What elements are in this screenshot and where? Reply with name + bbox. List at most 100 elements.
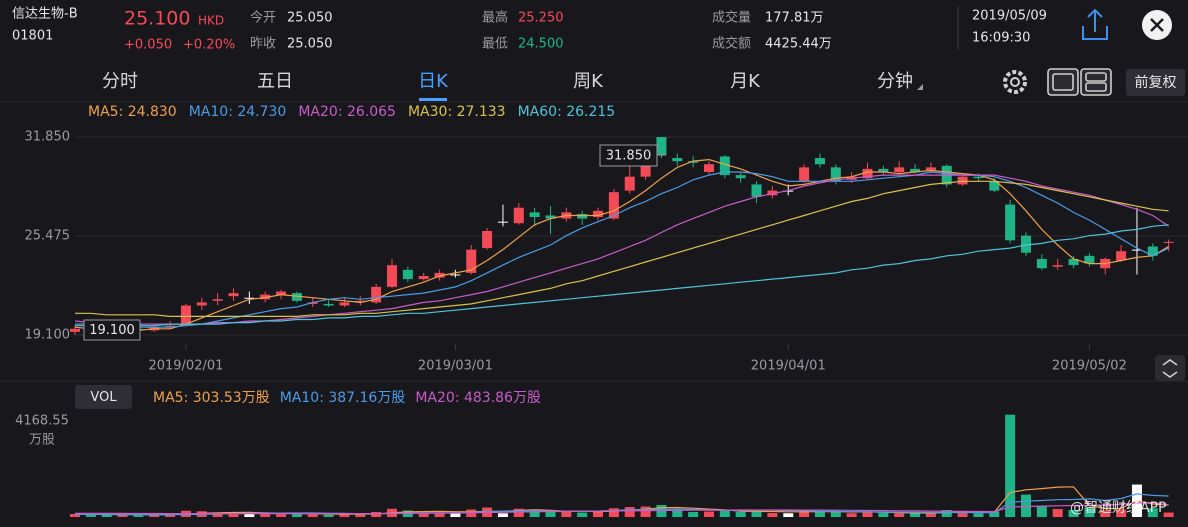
tab[interactable]: 月K [730, 71, 761, 92]
candle-body [276, 291, 287, 295]
candle-body [862, 168, 873, 179]
candle-body [624, 176, 635, 191]
candle-body [973, 176, 984, 179]
layout-single-frame[interactable] [1047, 68, 1079, 96]
volume-bar [1116, 509, 1127, 517]
candle-body [228, 293, 239, 297]
volume-bar [1163, 512, 1174, 517]
candle-body [704, 164, 714, 173]
candle-body [529, 212, 540, 218]
volume-bar [212, 512, 223, 517]
volume-bar [846, 513, 857, 517]
volume-bar [101, 514, 112, 517]
ma-line [75, 171, 1169, 328]
volume-bar [1084, 507, 1095, 517]
volume-bar [545, 511, 556, 517]
prev-close: 25.050 [287, 37, 333, 52]
volume-bar [418, 512, 429, 517]
candle-body [672, 158, 683, 162]
x-tick-label: 2019/05/02 [1052, 359, 1127, 374]
candle-body [1036, 258, 1047, 269]
volume-bar [593, 511, 604, 517]
candle-body [751, 184, 762, 197]
vol-title: VOL [90, 390, 117, 405]
candle-body [957, 176, 968, 185]
currency: HKD [198, 14, 224, 28]
ma-line [74, 158, 1169, 331]
adjust-label: 前复权 [1135, 74, 1177, 91]
candle-body [291, 293, 302, 301]
close-x [1150, 18, 1164, 32]
candle-body [735, 175, 746, 179]
candle-body [910, 168, 921, 173]
candle-body [814, 158, 825, 165]
volume-bar [561, 512, 572, 517]
candle-body [371, 286, 382, 303]
candle-body [196, 302, 207, 306]
volume-bar [862, 512, 873, 517]
candle-body [925, 167, 936, 171]
candle-body [1021, 235, 1031, 253]
volume-bar [672, 510, 683, 517]
y-tick-label: 25.475 [25, 229, 71, 244]
prev-close-label: 昨收 [250, 37, 276, 52]
expand-frame[interactable] [1155, 355, 1185, 381]
volume-bar [1147, 508, 1158, 517]
volume-bar [704, 511, 714, 517]
x-tick-label: 2019/02/01 [148, 359, 223, 374]
tab-dropdown [917, 84, 923, 90]
volume-bar [497, 513, 508, 517]
y-tick-label: 19.100 [25, 327, 71, 342]
volume-bar [830, 512, 841, 517]
high-label: 最高 [482, 10, 508, 26]
ma-line [75, 180, 1169, 317]
layout-double-frame[interactable] [1080, 68, 1112, 96]
candle-body [260, 294, 271, 300]
vol-badge [75, 385, 132, 409]
adjust-button[interactable] [1126, 69, 1185, 96]
close-button[interactable] [1142, 10, 1172, 40]
low-annotation-box [83, 319, 141, 341]
volume-bar [735, 512, 746, 517]
candle-body [767, 190, 778, 196]
vol-legend: MA10: 387.16万股 [280, 390, 406, 406]
volume-bar [640, 506, 651, 517]
layout-buttons[interactable] [1047, 68, 1112, 96]
change-pct: +0.20% [183, 38, 235, 53]
stock-name: 信达生物-B [12, 7, 78, 22]
tab-underline [419, 98, 447, 101]
candle-body [244, 297, 255, 299]
volume-bar [133, 515, 144, 517]
expand-chevrons [1162, 359, 1178, 378]
expand-button[interactable] [1155, 355, 1185, 381]
tab[interactable]: 分时 [102, 71, 138, 92]
volume-bar [276, 513, 287, 517]
volume-bar [1068, 510, 1079, 517]
open: 25.050 [287, 11, 333, 26]
ma-legend: MA10: 24.730 [189, 104, 287, 120]
gear-hub [1010, 77, 1020, 87]
x-tick-label: 2019/03/01 [418, 359, 493, 374]
tab[interactable]: 五日 [257, 71, 293, 92]
share-button[interactable] [1082, 8, 1108, 40]
volume-bar [1052, 509, 1063, 517]
volume-bar [244, 514, 255, 517]
candle-body [545, 215, 556, 219]
layout-single [1052, 73, 1074, 91]
candle-body [1131, 249, 1142, 251]
candle-body [656, 137, 667, 155]
candle-body [577, 213, 588, 219]
volume-bar [434, 513, 445, 517]
vol-ma-line [75, 501, 1169, 515]
settings-button[interactable] [1003, 70, 1027, 94]
time: 16:09:30 [972, 31, 1030, 46]
volume-bar [323, 514, 334, 517]
tab[interactable]: 周K [573, 71, 604, 92]
tab[interactable]: 日K [418, 71, 449, 92]
candle-body [608, 192, 619, 219]
candle-body [1084, 255, 1095, 264]
volume-bar [925, 513, 936, 517]
candle-body [355, 300, 366, 303]
tab[interactable]: 分钟 [877, 71, 913, 92]
gear-teeth [1003, 70, 1027, 94]
